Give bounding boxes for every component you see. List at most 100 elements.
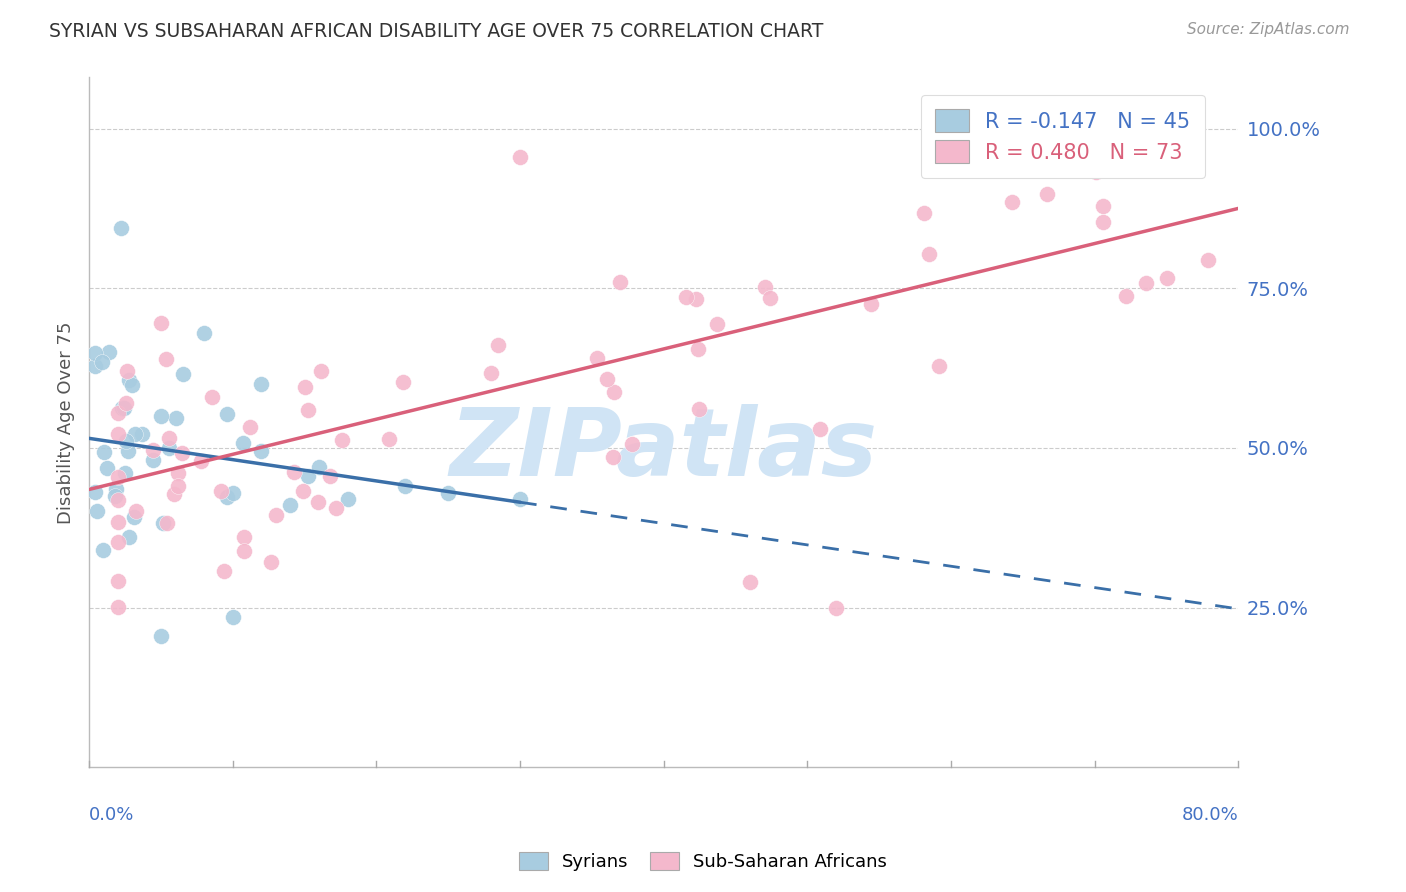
Point [166,466,188,480]
Point [912,205,935,219]
Text: 0.0%: 0.0% [89,805,135,823]
Point [1197,253,1219,268]
Point [222,610,245,624]
Point [96,461,118,475]
Point [83,484,105,499]
Point [675,290,697,304]
Point [107,515,129,529]
Point [250,377,273,392]
Point [141,443,163,458]
Point [163,486,186,500]
Point [1115,289,1137,303]
Point [297,468,319,483]
Point [149,409,172,423]
Point [250,444,273,458]
Point [688,401,710,416]
Point [330,433,353,447]
Point [232,544,254,558]
Point [325,501,347,516]
Point [232,435,254,450]
Point [217,490,239,504]
Point [486,338,509,352]
Point [232,530,254,544]
Point [107,534,129,549]
Point [586,351,609,365]
Point [688,342,710,356]
Legend: R = -0.147   N = 45, R = 0.480   N = 73: R = -0.147 N = 45, R = 0.480 N = 73 [921,95,1205,178]
Point [754,280,776,294]
Point [149,317,172,331]
Point [1091,199,1114,213]
Y-axis label: Disability Age Over 75: Disability Age Over 75 [58,321,75,524]
Point [152,516,174,531]
Point [825,600,848,615]
Point [336,491,359,506]
Point [104,489,127,503]
Point [112,401,135,416]
Point [115,364,138,378]
Point [115,434,138,449]
Point [759,291,782,305]
Point [118,373,141,387]
Point [685,292,707,306]
Point [157,442,180,456]
Point [509,150,531,164]
Point [917,246,939,260]
Point [193,326,215,340]
Point [239,420,262,434]
Point [391,375,413,389]
Point [83,346,105,360]
Point [104,482,127,496]
Point [509,491,531,506]
Point [170,446,193,460]
Point [209,484,232,499]
Point [292,484,315,499]
Point [107,406,129,420]
Point [114,396,136,410]
Point [190,454,212,468]
Point [1135,276,1157,290]
Point [212,564,235,578]
Point [309,364,332,378]
Point [107,574,129,588]
Point [377,433,399,447]
Text: SYRIAN VS SUBSAHARAN AFRICAN DISABILITY AGE OVER 75 CORRELATION CHART: SYRIAN VS SUBSAHARAN AFRICAN DISABILITY … [49,22,824,41]
Point [201,390,224,404]
Point [1084,165,1107,179]
Point [810,422,832,436]
Point [91,355,114,369]
Point [294,379,316,393]
Point [437,485,460,500]
Point [121,378,143,392]
Point [165,411,187,425]
Point [110,220,132,235]
Point [609,275,631,289]
Point [149,629,172,643]
Point [595,372,617,386]
Point [97,345,120,359]
Point [118,530,141,544]
Point [107,470,129,484]
Point [1156,271,1178,285]
Point [93,445,115,459]
Point [107,492,129,507]
Point [602,450,624,464]
Point [621,437,644,451]
Point [283,465,305,479]
Text: ZIPatlas: ZIPatlas [450,404,877,496]
Point [155,351,177,366]
Point [156,516,179,530]
Point [278,499,301,513]
Point [394,479,416,493]
Point [107,427,129,442]
Point [319,469,342,483]
Point [124,504,146,518]
Point [479,366,502,380]
Point [172,367,194,381]
Point [215,408,238,422]
Point [91,543,114,558]
Point [124,426,146,441]
Point [1122,109,1144,123]
Point [859,297,882,311]
Point [1035,187,1057,202]
